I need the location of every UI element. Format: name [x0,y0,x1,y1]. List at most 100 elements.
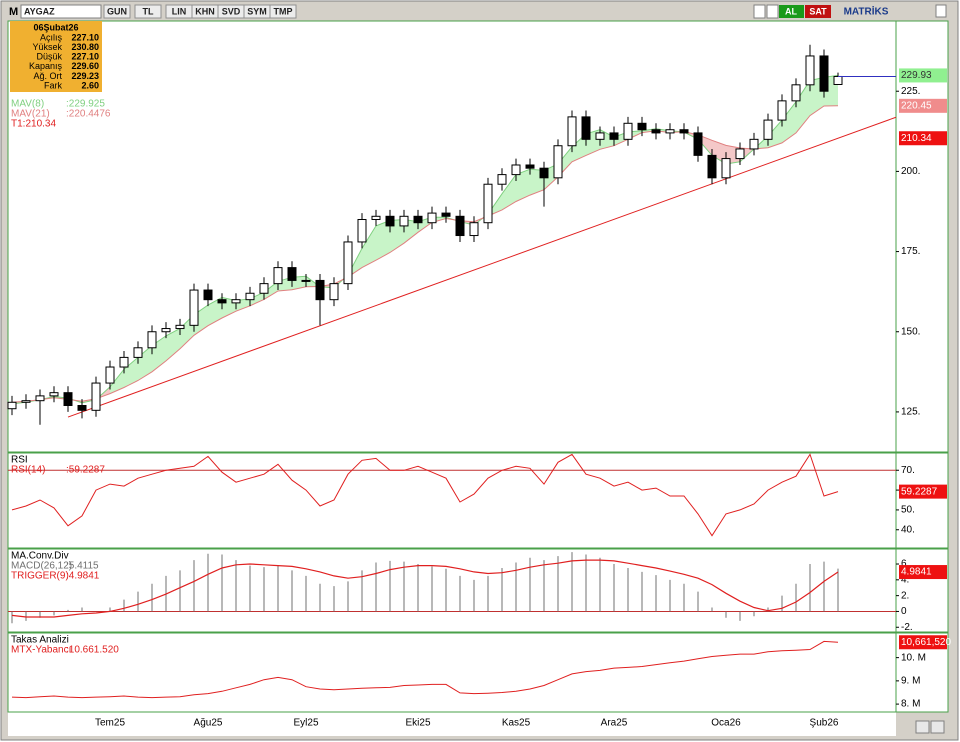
ma-band [250,292,264,306]
panel-background [7,452,949,549]
axis-tag [899,131,947,146]
window-button[interactable] [935,4,947,18]
y-tick-label: 175. [901,246,920,257]
y-tick-label: 225. [901,86,920,97]
candle-body [567,116,577,147]
candle-body [49,392,59,397]
info-label: Yüksek [32,42,62,52]
candle-body [63,392,73,407]
brand: MATRİKS [844,5,889,18]
toolbar-button-label: GUN [107,6,127,16]
scroll-button[interactable] [915,720,930,734]
y-tick-label: 150. [901,326,920,337]
symbol-box[interactable] [20,4,102,19]
x-tick-label: Ara25 [601,718,628,729]
candle-body [595,132,605,140]
candle-body [217,299,227,304]
info-label: Düşük [36,52,62,62]
buy-label: AL [785,6,797,16]
info-label: Kapanış [29,61,63,71]
panel-background [7,632,949,713]
candle-body [791,84,801,102]
axis-tag-label: 59.2287 [901,486,938,497]
legend-trendline: T1:210.34 [11,119,56,130]
y-tick-label: 4. [901,574,909,585]
ma-band [572,133,586,162]
candle-body [105,366,115,384]
ma-band [782,101,796,143]
candle-body [833,75,843,85]
candle-body [693,132,703,156]
candle-body [707,154,717,179]
candle-body [539,167,549,179]
toolbar-button[interactable] [103,4,131,19]
ma-band [362,225,376,268]
toolbar-button[interactable] [269,4,297,19]
trigger-line [11,559,839,618]
info-value: 230.80 [71,42,99,52]
candle-body [343,241,353,285]
legend-value: :229.925 [66,99,105,110]
y-tick-label: 2. [901,590,909,601]
candle-body [371,215,381,221]
candle-body [133,347,143,358]
tool-icon[interactable] [753,4,766,19]
y-tick-label: 8. M [901,699,920,710]
buy-button[interactable] [779,5,804,18]
y-tick-label: 0 [901,606,907,617]
candle-body [609,132,619,140]
sell-button[interactable] [805,5,831,18]
symbol: AYGAZ [24,6,55,16]
x-tick-label: Eyl25 [293,718,318,729]
panel-background [7,548,949,633]
panel-title: Takas Analizi [11,635,69,646]
ma-band [502,174,516,210]
candle-body [819,55,829,92]
legend-value: :59.2287 [66,465,105,476]
legend-name: MTX-Yabancı [11,645,71,656]
candle-body [721,158,731,179]
candle-body [399,215,409,227]
ma-band [138,345,152,381]
candle-body [665,129,675,134]
candle-body [301,279,311,282]
tool-icon[interactable] [766,4,779,19]
sell-label: SAT [809,6,827,16]
candle-body [805,55,815,86]
candle-body [245,292,255,301]
legend-value: :5.4115 [66,561,99,572]
toolbar-button-label: LIN [172,6,187,16]
candle-body [385,215,395,227]
scroll-button[interactable] [930,720,945,734]
legend-value: :220.4476 [66,109,111,120]
candle-body [581,116,591,140]
y-tick-label: 125. [901,407,920,418]
candle-body [511,164,521,176]
y-tick-label: 9. M [901,676,920,687]
x-tick-label: Şub26 [810,718,839,729]
logo: M [9,6,18,18]
toolbar-button-label: TL [143,6,154,16]
ma-band [768,120,782,148]
axis-tag-label: 220.45 [901,100,932,111]
toolbar-button[interactable] [134,4,162,19]
candle-body [21,400,31,403]
candle-body [357,219,367,243]
info-value: 227.10 [71,32,99,42]
candle-body [441,212,451,217]
info-value: 227.10 [71,52,99,62]
candle-body [203,289,213,301]
candle-body [455,215,465,237]
ma-band [166,328,180,361]
series-line [11,640,839,699]
candle-body [637,122,647,131]
panel-title: RSI [11,455,28,466]
toolbar: M AYGAZ AL SAT MATRİKS [9,4,947,19]
candle-body [147,331,157,349]
ma-band [390,219,404,253]
info-label: Ağ. Ort [33,71,62,81]
y-tick-label: -2. [901,622,913,633]
info-value: 229.60 [71,61,99,71]
